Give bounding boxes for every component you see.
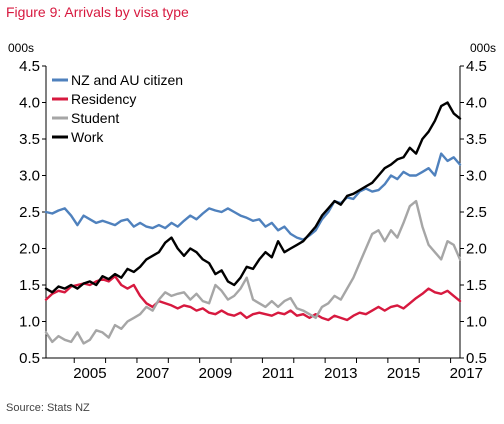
y-tick-label-right: 4.0 [466, 95, 487, 112]
y-tick-label-left: 1.5 [19, 277, 40, 294]
series-line-nz-and-au-citizen [44, 152, 462, 241]
x-tick-label: 2007 [136, 365, 169, 382]
y-tick-label-right: 0.5 [466, 350, 487, 367]
y-tick-label-right: 3.0 [466, 168, 487, 185]
x-tick-label: 2013 [324, 365, 357, 382]
y-axis-label-right: 000s [470, 41, 496, 55]
y-tick-label-left: 0.5 [19, 350, 40, 367]
x-tick-label: 2005 [73, 365, 106, 382]
x-tick-label: 2009 [199, 365, 232, 382]
series-line-residency [44, 275, 462, 322]
axes: 0.5 0.5 1.0 1.0 1.5 1.5 2.0 2.0 2.5 2.5 3.0 3.0 3.5 3… [19, 58, 487, 382]
series-line-student [44, 199, 462, 345]
y-tick-label-left: 2.5 [19, 204, 40, 221]
y-tick-label-right: 3.5 [466, 131, 487, 148]
legend-label: Work [71, 129, 104, 145]
y-tick-label-right: 2.0 [466, 241, 487, 258]
legend-label: Residency [71, 91, 136, 107]
y-tick-label-left: 4.0 [19, 95, 40, 112]
y-tick-label-right: 1.5 [466, 277, 487, 294]
line-chart: 000s 000s 0.5 0.5 1.0 1.0 1.5 1.5 2.0 2.0 2.5 2.5… [8, 41, 496, 382]
y-tick-label-left: 3.5 [19, 131, 40, 148]
series-line-work [44, 101, 462, 294]
x-tick-label: 2017 [450, 365, 483, 382]
figure-title: Figure 9: Arrivals by visa type [6, 4, 189, 20]
y-tick-label-left: 1.0 [19, 314, 40, 331]
y-axis-label-left: 000s [8, 41, 34, 55]
series-lines [44, 101, 462, 345]
y-tick-label-right: 4.5 [466, 58, 487, 75]
x-tick-label: 2011 [262, 365, 294, 382]
y-tick-label-right: 2.5 [466, 204, 487, 221]
legend-label: Student [71, 110, 119, 126]
legend: NZ and AU citizen Residency Student Work [52, 72, 183, 145]
y-tick-label-right: 1.0 [466, 314, 487, 331]
x-tick-label: 2015 [387, 365, 420, 382]
y-tick-label-left: 3.0 [19, 168, 40, 185]
y-tick-label-left: 2.0 [19, 241, 40, 258]
y-tick-label-left: 4.5 [19, 58, 40, 75]
source-note: Source: Stats NZ [6, 402, 90, 414]
legend-label: NZ and AU citizen [71, 72, 183, 88]
